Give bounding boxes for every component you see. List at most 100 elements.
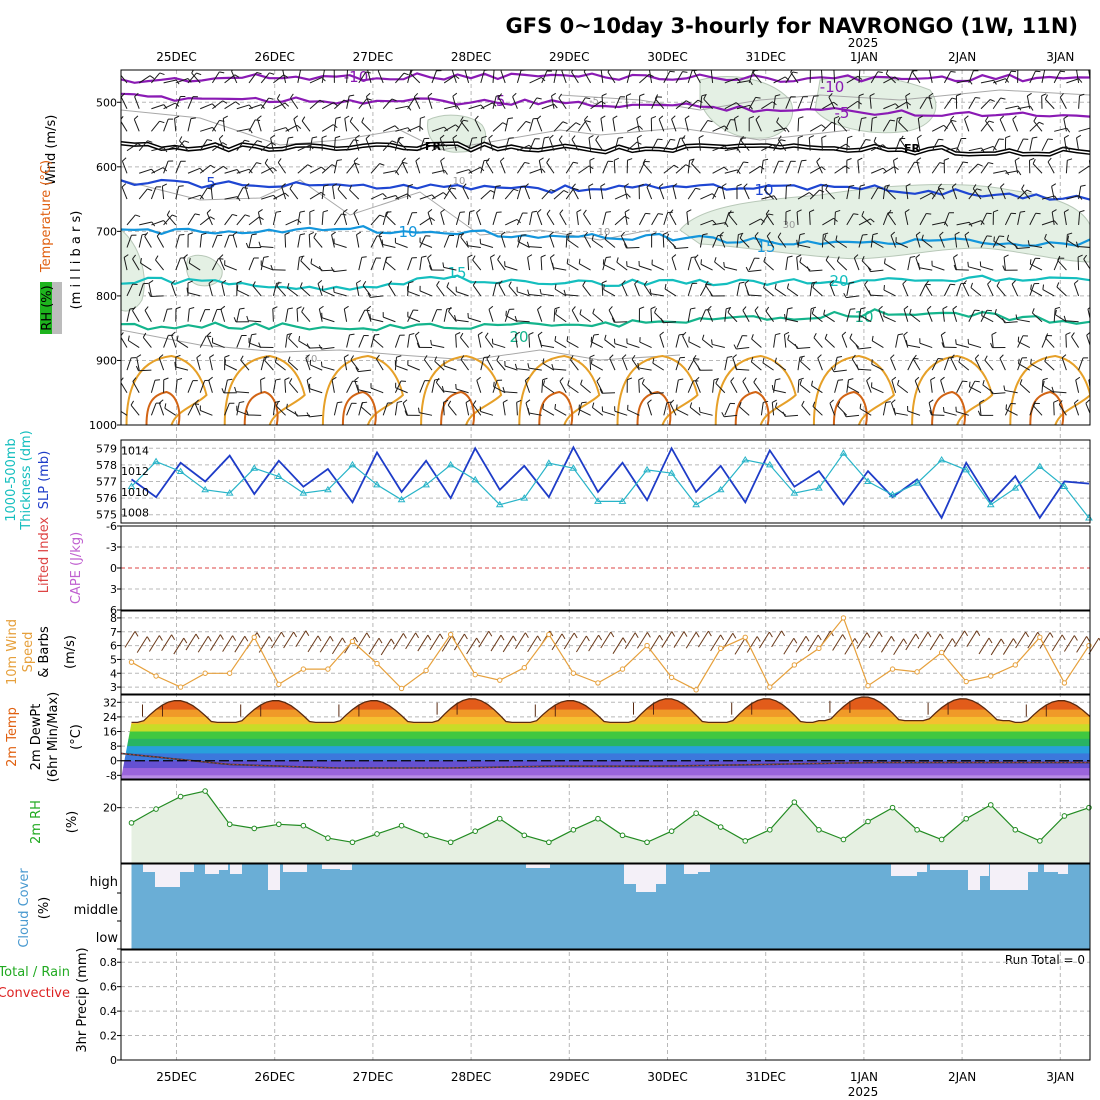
wind-barb-flag [736,183,742,187]
wind-barb [353,160,360,174]
rh-point [276,821,282,828]
wind-barb [155,259,164,271]
wind-barb-flag [894,166,899,171]
wind-barb [1067,240,1079,248]
wind-barb [687,188,696,200]
wind-barb-flag [251,333,257,336]
wind-barb [443,187,452,200]
wind-barb [871,167,884,174]
wind-barb-flag [1051,183,1057,187]
wind-barb [383,316,396,323]
wind-barb [912,71,921,84]
wind-barb [139,221,152,226]
wind-barb-flag [601,93,607,97]
wind-barb [163,102,176,110]
wind10-barb [441,635,453,652]
wind-barb-flag [987,183,992,188]
wind-barb-flag [784,331,790,336]
wind-barb-flag [121,332,124,337]
tick-label-upper: 600 [96,161,117,174]
wind-barb-flag [666,401,672,404]
wind-barb-flag [831,367,835,373]
wind10-barb-flag [512,635,517,642]
wind-barb-flag [928,399,934,404]
wind-barb-flag [1003,254,1009,258]
thickness-point [1035,462,1044,470]
wind-barb [992,138,1000,151]
wind-barb [468,138,473,151]
wind-barb [236,335,243,348]
wind-barb [721,186,726,200]
wind-barb [712,145,725,152]
wind-barb [837,405,848,416]
wind-barb-flag [221,388,225,394]
wind10-barb-flag [683,631,688,637]
wind-barb-flag [251,233,257,236]
wind-barb-flag [736,169,741,175]
wind-barb [1091,138,1092,151]
wind-barb [407,316,420,323]
wind-barb [385,215,396,226]
wind-barb [257,212,262,226]
wind-barb [1030,289,1043,297]
wind-barb-flag [686,209,692,213]
wind-barb [662,234,665,248]
wind-barb [790,71,799,84]
wind-barb [571,139,579,151]
wind-barb [395,72,405,84]
wind-barb-flag [994,308,997,315]
wind10-barb-flag [756,636,761,642]
wind-barb [224,169,238,174]
wind-barb-flag [301,307,305,313]
wind-barb [346,139,355,151]
wind-barb [715,382,726,394]
wind-barb-flag [707,305,712,311]
wind-barb-flag [589,354,595,358]
wind-barb-flag [590,358,593,364]
ylabel-rh: 2m RH [29,800,44,844]
wind-barb [370,257,377,271]
wind10-barb [636,632,648,649]
wind-barb [208,380,213,393]
wind-barb [248,334,252,348]
wind-barb-flag [1053,399,1059,403]
wind-barb [456,291,469,297]
wind-barb-flag [175,306,181,310]
wind-barb-flag [899,135,904,141]
wind-barb-flag [909,308,912,314]
wind-barb-flag [641,378,645,384]
wind-barb-flag [1002,318,1006,323]
wind-barb [846,414,860,418]
wind-barb [1065,234,1068,248]
wind-barb [151,120,160,132]
wind10-barb-flag [817,634,822,641]
wind-barb-flag [604,334,607,340]
wind-barb-flag [244,139,250,142]
wind-barb-flag [658,115,664,120]
wind-barb [1053,308,1056,322]
wind-barb [516,162,525,174]
wind-barb [699,234,704,248]
wind-barb-flag [728,210,732,216]
wind-barb [148,283,152,297]
wind-barb-flag [1021,184,1025,190]
wind-barb [858,70,861,83]
wind-barb [846,75,859,84]
wind-barb-flag [164,403,167,409]
wind-barb [992,235,1000,248]
wind-barb-flag [873,136,877,142]
tick-label-temp: -8 [106,769,117,782]
wind-barb-flag [148,291,152,297]
wind-barb-flag [116,403,117,408]
wind-barb-flag [950,71,956,73]
wind-barb [753,381,762,394]
wind-barb [583,213,592,226]
wind-barb-flag [682,71,688,73]
wind-barb [1021,188,1031,200]
wind-barb [472,285,482,297]
wind-barb [846,283,850,297]
wind10-point [619,666,626,672]
wind-barb [272,379,277,393]
wind-barb [614,215,626,226]
wind-barb [536,119,543,132]
